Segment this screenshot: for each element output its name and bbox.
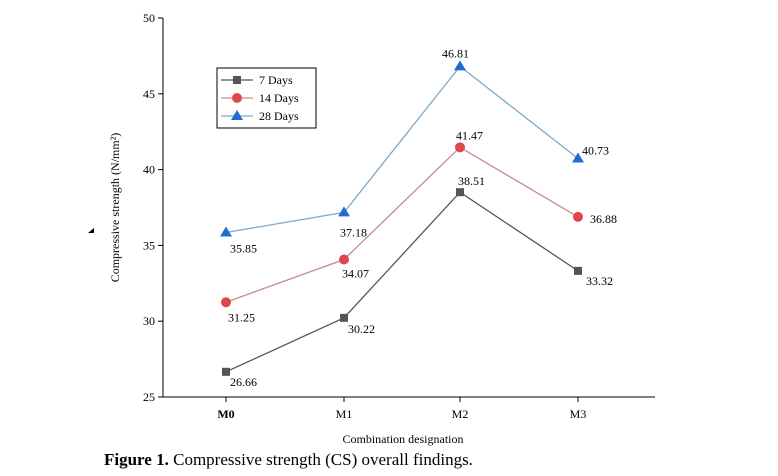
axes: 25 30 35 40 45 50 M0 M1 M2 M3 Combination designat…: [108, 11, 655, 446]
data-point: [456, 188, 464, 197]
data-label: 40.73: [582, 144, 609, 158]
data-point: [455, 142, 465, 153]
y-tick-label: 35: [143, 238, 155, 252]
y-axis-title: Compressive strength (N/mm²): [108, 133, 122, 283]
y-tick-label: 40: [143, 163, 155, 177]
series-14-days: 31.25 34.07 41.47 36.88: [221, 128, 617, 324]
figure-caption: Figure 1. Compressive strength (CS) over…: [104, 450, 473, 470]
x-tick-label: M2: [452, 407, 469, 421]
data-label: 36.88: [590, 212, 617, 226]
legend-item: 7 Days: [221, 73, 293, 87]
legend-marker: [231, 110, 243, 120]
data-label: 33.32: [586, 274, 613, 288]
caption-text: Compressive strength (CS) overall findin…: [168, 450, 473, 469]
y-tick-label: 45: [143, 87, 155, 101]
legend-marker: [232, 93, 242, 103]
data-label: 34.07: [342, 266, 369, 280]
data-point: [340, 313, 348, 322]
x-tick-label: M3: [570, 407, 587, 421]
legend: 7 Days 14 Days 28 Days: [216, 67, 317, 129]
data-point: [572, 152, 584, 163]
y-tick-label: 50: [143, 11, 155, 25]
data-label: 46.81: [442, 46, 469, 60]
stray-triangle-mark: [88, 228, 94, 233]
series-7-days: 26.66 30.22 38.51 33.32: [222, 174, 613, 389]
series-line: [225, 146, 579, 303]
legend-item: 14 Days: [221, 91, 299, 105]
series-layer: 26.66 30.22 38.51 33.32 31.25 34.07 41.47 36.88…: [220, 46, 617, 389]
data-point: [338, 206, 350, 217]
series-line: [225, 65, 579, 234]
data-point: [220, 226, 232, 237]
y-tick-label: 25: [143, 390, 155, 404]
legend-label: 28 Days: [259, 109, 299, 123]
data-label: 41.47: [456, 128, 483, 142]
legend-marker: [233, 76, 241, 84]
series-28-days: 35.85 37.18 46.81 40.73: [220, 46, 609, 256]
caption-label: Figure 1.: [104, 450, 169, 469]
data-label: 31.25: [228, 310, 255, 324]
data-label: 37.18: [340, 225, 367, 239]
data-point: [339, 254, 349, 265]
y-tick-label: 30: [143, 314, 155, 328]
legend-label: 7 Days: [259, 73, 293, 87]
x-axis-title: Combination designation: [343, 432, 464, 446]
legend-item: 28 Days: [221, 109, 299, 123]
data-label: 35.85: [230, 242, 257, 256]
data-point: [222, 367, 230, 376]
legend-label: 14 Days: [259, 91, 299, 105]
data-point: [573, 211, 583, 222]
data-label: 30.22: [348, 322, 375, 336]
line-chart: 25 30 35 40 45 50 M0 M1 M2 M3 Combination designat…: [88, 11, 655, 446]
data-point: [221, 297, 231, 308]
data-label: 26.66: [230, 375, 257, 389]
data-point: [454, 60, 466, 71]
x-tick-label: M0: [217, 407, 234, 421]
data-point: [574, 266, 582, 275]
series-line: [225, 191, 579, 373]
x-tick-label: M1: [336, 407, 353, 421]
data-label: 38.51: [458, 174, 485, 188]
